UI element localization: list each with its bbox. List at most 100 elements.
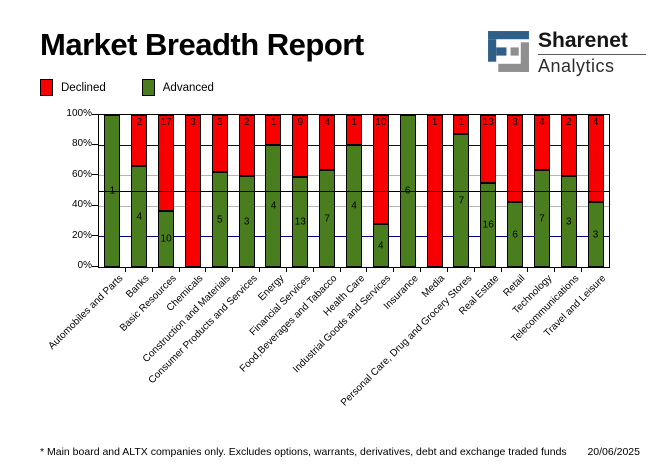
x-tick [205,268,207,272]
bar-advanced: 16 [480,183,497,267]
y-tick-label: 0% [77,260,92,271]
x-tick [473,268,475,272]
bar-advanced-value: 3 [565,216,572,227]
bar-advanced: 7 [319,170,336,267]
logo-brand: Sharenet [538,29,628,52]
bar-advanced: 6 [507,202,524,267]
fifty-percent-line [99,190,609,192]
bar-advanced: 3 [587,202,604,267]
bar-declined: 2 [560,115,577,176]
bar-declined-value: 1 [351,117,357,128]
legend-item-declined: Declined [40,79,106,96]
bar-advanced-value: 5 [217,214,223,225]
bar-advanced: 3 [560,176,577,267]
bar-advanced-value: 4 [270,200,277,212]
bar-declined-value: 1 [270,117,277,128]
bar-advanced-value: 3 [592,229,599,240]
y-tick [92,204,98,206]
legend-label-declined: Declined [61,81,106,94]
x-tick [446,268,448,272]
y-tick-label: 100% [66,108,92,119]
y-tick [92,174,98,176]
y-tick [92,143,98,145]
bar-declined: 4 [533,115,550,170]
logo-text: Sharenet Analytics [538,29,646,77]
bar-declined: 13 [480,115,497,183]
x-tick [151,268,153,272]
bar-declined-value: 10 [375,117,387,128]
bar-declined: 8 [507,115,524,202]
bar-advanced: 3 [238,176,255,267]
bar-declined-value: 8 [512,117,518,128]
chart-footer: * Main board and ALTX companies only. Ex… [40,446,640,458]
x-tick [420,268,422,272]
bar-advanced-value: 6 [512,229,518,240]
x-tick [339,268,341,272]
bar-advanced: 4 [346,145,362,267]
category-label: Automobiles and Parts [46,273,126,352]
bar-declined: 10 [372,115,389,224]
y-tick-label: 20% [71,229,92,241]
x-tick [232,268,234,272]
logo-sub: Analytics [538,56,615,76]
bar-declined: 9 [292,115,309,177]
bar-declined: 2 [238,115,255,176]
footnote: * Main board and ALTX companies only. Ex… [40,446,567,458]
bar-declined: 2 [131,115,148,166]
bar-advanced-value: 4 [378,240,384,251]
x-tick [500,268,502,272]
report-date: 20/06/2025 [587,446,640,458]
bar-advanced: 5 [211,172,228,267]
bar-declined-value: 4 [539,117,545,128]
bar-declined: 1 [265,115,282,145]
bar-declined: 1 [346,115,362,145]
bar-declined-value: 9 [297,117,304,128]
legend-item-advanced: Advanced [141,79,214,96]
bar-advanced: 13 [292,177,309,267]
bar-advanced-value: 13 [294,216,306,228]
bar-declined-value: 13 [482,117,494,128]
bar-advanced: 4 [372,224,389,267]
y-tick-label: 80% [71,138,92,150]
bar-advanced-value: 3 [243,216,250,227]
x-tick [259,268,261,272]
bar-advanced-value: 7 [458,195,465,206]
bar-advanced: 4 [265,145,282,267]
bar-advanced-value: 7 [539,213,545,224]
bar-advanced: 7 [453,134,470,267]
chart-legend: Declined Advanced [40,79,214,96]
sharenet-logo: Sharenet Analytics [486,29,646,77]
y-tick [92,113,98,115]
advanced-swatch-icon [141,79,155,96]
x-tick [178,268,180,272]
legend-label-advanced: Advanced [162,81,214,94]
bar-declined: 17 [158,115,175,211]
x-tick [393,268,395,272]
bar-declined: 1 [453,115,470,134]
bar-declined: 4 [319,115,336,170]
bar-declined-value: 1 [458,117,465,128]
bar-advanced: 7 [533,170,550,267]
logo-divider [538,54,646,55]
y-tick [92,235,98,237]
bar-declined-value: 1 [431,117,438,128]
bar-declined-value: 2 [243,117,250,128]
chart-area: 1421017353324113974414106171161368743234… [46,108,610,409]
bar-advanced: 4 [131,166,148,267]
bar-advanced-value: 10 [160,233,172,245]
bar-advanced: 10 [158,211,175,267]
bar-advanced-value: 16 [482,219,494,231]
x-tick [366,268,368,272]
bar-declined-value: 17 [160,117,172,128]
x-tick [527,268,529,272]
declined-swatch-icon [40,79,53,96]
bar-declined-value: 4 [592,117,599,128]
bar-declined: 4 [587,115,604,202]
bar-declined-value: 4 [324,117,330,128]
bar-declined-value: 3 [217,117,223,128]
x-tick [581,268,583,272]
bar-advanced-value: 4 [351,200,357,212]
page-title: Market Breadth Report [40,27,364,62]
sharenet-logo-icon [488,31,529,72]
plot-area: 1421017353324113974414106171161368743234 [98,114,610,268]
